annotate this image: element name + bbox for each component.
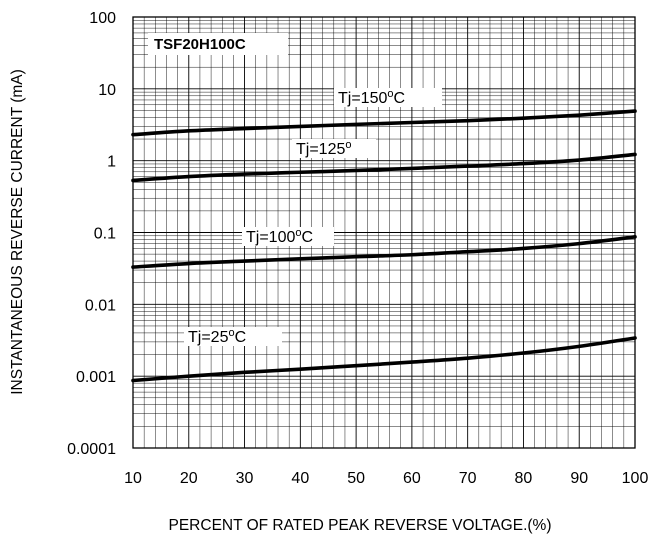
- curve-label-3: Tj=100oC: [246, 227, 313, 246]
- series-line-1: [131, 109, 637, 137]
- y-tick-label: 0.1: [94, 226, 116, 243]
- x-tick-label: 70: [459, 470, 477, 487]
- y-tick-label: 1: [107, 154, 116, 171]
- curve-label-bg: [334, 88, 442, 107]
- plot-frame: [132, 16, 636, 449]
- curve-label-2: Tj=125o: [296, 139, 352, 158]
- x-tick-label: 90: [570, 470, 588, 487]
- x-tick-label: 100: [622, 470, 649, 487]
- curve-label-1: Tj=150oC: [338, 88, 405, 107]
- curve-label-4: Tj=25oC: [188, 327, 246, 346]
- curve-label-bg: [242, 227, 334, 246]
- y-tick-label: 0.001: [76, 369, 116, 386]
- part-label-box: TSF20H100C: [148, 33, 288, 55]
- curve-label-bg: [292, 139, 376, 158]
- x-tick-label: 80: [515, 470, 533, 487]
- x-tick-label: 30: [236, 470, 254, 487]
- x-tick-label: 10: [124, 470, 142, 487]
- y-axis-title: INSTANTANEOUS REVERSE CURRENT (mA): [9, 69, 26, 395]
- part-number-label: TSF20H100C: [154, 36, 246, 53]
- series-line-4: [131, 336, 637, 383]
- x-tick-label: 60: [403, 470, 421, 487]
- series-line-2: [131, 152, 637, 183]
- x-tick-label: 50: [347, 470, 365, 487]
- curve-label-bg: [184, 327, 282, 346]
- y-tick-labels: 100 10 1 0.1 0.01 0.001 0.0001: [67, 10, 116, 458]
- x-tick-labels: 10 20 30 40 50 60 70 80 90 100: [124, 470, 648, 487]
- y-tick-label: 0.01: [85, 297, 116, 314]
- series-lines: [131, 109, 637, 383]
- y-tick-label: 100: [89, 10, 116, 27]
- grid: [132, 17, 636, 449]
- series-line-3: [131, 235, 637, 269]
- y-tick-label: 0.0001: [67, 441, 116, 458]
- curve-labels: Tj=150oC Tj=125o Tj=100oC Tj=25oC: [184, 88, 442, 346]
- x-axis-title: PERCENT OF RATED PEAK REVERSE VOLTAGE.(%…: [169, 517, 552, 534]
- x-tick-label: 20: [180, 470, 198, 487]
- x-tick-label: 40: [291, 470, 309, 487]
- y-tick-label: 10: [98, 82, 116, 99]
